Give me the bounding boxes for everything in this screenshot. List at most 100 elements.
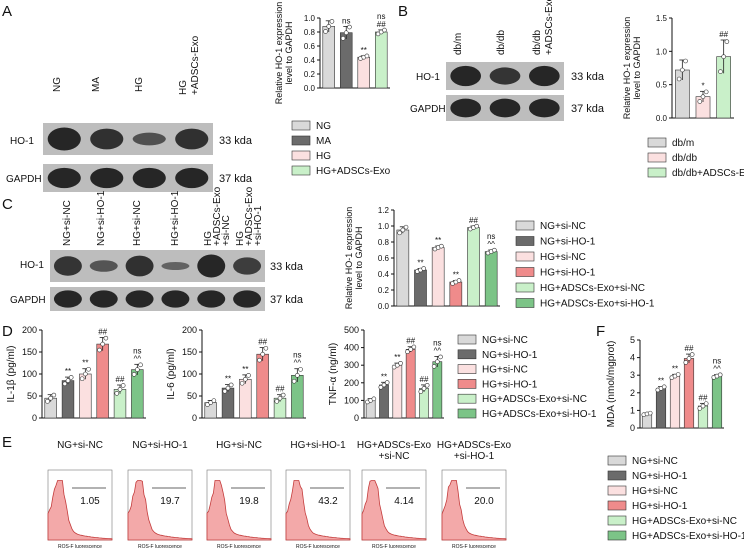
panel-c-legend-swatch xyxy=(515,251,535,262)
panel-b-lane-label: db/db xyxy=(532,30,543,55)
panel-d-legend-label: NG+si-HO-1 xyxy=(482,350,538,361)
panel-e-histogram xyxy=(441,480,507,541)
panel-c-chart-y-tick-label: 0.6 xyxy=(378,254,390,263)
panel-a-chart-data-point xyxy=(329,19,335,24)
panel-c-ho1-blot-band xyxy=(89,260,118,272)
panel-c-row-label: HO-1 xyxy=(20,260,44,271)
panel-d-chart-3-significance: ** xyxy=(381,372,387,381)
panel-d-legend-swatch xyxy=(457,364,477,374)
panel-b-lane-label: db/db xyxy=(496,30,507,55)
panel-d-chart-2-y-tick-label: 200 xyxy=(182,325,197,335)
panel-f-chart-y-label: MDA (nmol/mgprot) xyxy=(606,341,617,428)
panel-d-chart-3-y-label: TNF-α (ng/ml) xyxy=(328,343,339,405)
panel-a-chart-significance: ## xyxy=(377,20,386,29)
panel-b-chart-y-tick-label: 0.5 xyxy=(656,81,668,90)
panel-f-chart-significance: ** xyxy=(672,364,678,373)
panel-d-chart-3-y-tick-label: 200 xyxy=(344,378,359,388)
panel-b-lane-label: db/m xyxy=(453,33,464,55)
panel-a-legend-swatch xyxy=(291,135,311,146)
panel-f-chart-y-tick-label: 2 xyxy=(630,388,635,398)
panel-c-lane-label: NG+si-NC xyxy=(62,200,73,246)
panel-d-chart-1-y-label: IL-1β (pg/ml) xyxy=(6,346,17,403)
panel-c-legend-swatch xyxy=(515,236,535,246)
panel-c-gapdh-blot-band xyxy=(161,290,190,308)
panel-d-chart-1-data-point xyxy=(97,347,102,353)
panel-c-lane-label: +si-HO-1 xyxy=(253,205,264,246)
panel-c-lane-label: HG+si-HO-1 xyxy=(170,190,181,246)
panel-d-legend-label: HG+ADSCs-Exo+si-HO-1 xyxy=(482,409,597,420)
panel-c-ho1-blot-band xyxy=(125,255,154,277)
panel-b-chart-data-point xyxy=(718,69,723,74)
panel-f-legend-label: HG+ADSCs-Exo+si-NC xyxy=(632,516,737,527)
panel-d-chart-3-significance: ns xyxy=(433,338,441,347)
panel-a-chart-data-point xyxy=(364,53,370,59)
panel-e-title: +si-NC xyxy=(379,451,410,462)
panel-c-legend-label: HG+si-NC xyxy=(540,252,586,263)
panel-b-legend-label: db/db+ADSCs-Exo xyxy=(672,168,744,179)
panel-b-legend-label: db/m xyxy=(672,138,694,149)
panel-a-ho1-blot-band xyxy=(175,128,209,150)
panel-d-chart-3-bar xyxy=(379,384,389,419)
panel-c-gapdh-blot-band xyxy=(53,290,82,308)
panel-d-chart-3-y-tick-label: 100 xyxy=(344,395,359,405)
panel-b-legend-swatch xyxy=(647,152,667,163)
panel-d-chart-1-data-point xyxy=(48,395,53,401)
panel-d-chart-2-data-point xyxy=(208,400,213,405)
panel-a-gapdh-blot-band xyxy=(175,167,209,189)
panel-d-chart-2-y-tick-label: 150 xyxy=(182,347,197,357)
panel-f-legend-swatch xyxy=(607,530,627,541)
panel-c-chart-y-tick-label: 0.0 xyxy=(378,302,390,311)
panel-c-lane-label: +ADSCs-Exo xyxy=(244,186,255,246)
panel-c-size-label: 37 kda xyxy=(270,294,304,306)
panel-c-chart-significance: ns xyxy=(487,232,495,241)
panel-d-chart-1-significance: ns xyxy=(133,346,141,355)
panel-c-lane-label: HG+si-NC xyxy=(132,200,143,246)
panel-d-chart-3-significance: ## xyxy=(406,337,415,346)
panel-d-chart-2-significance: ## xyxy=(258,338,267,347)
panel-a-legend-label: NG xyxy=(316,121,331,132)
panel-d-chart-3-data-point xyxy=(435,359,440,364)
panel-a-ho1-blot-band xyxy=(47,127,81,151)
panel-d-chart-3-significance: ^^ xyxy=(434,346,442,355)
panel-d-chart-2-y-tick-label: 100 xyxy=(182,369,197,379)
panel-d-legend-swatch xyxy=(457,349,477,360)
panel-b-chart-significance: ## xyxy=(719,30,728,39)
panel-a-lane-label: MA xyxy=(91,77,102,92)
panel-d-chart-3-y-tick-label: 300 xyxy=(344,360,359,370)
panel-b-lane-label: +ADSCs-Exo xyxy=(544,0,555,55)
panel-c-chart-y-label: level to GAPDH xyxy=(354,226,364,289)
panel-e-percentage: 19.8 xyxy=(239,496,259,507)
panel-d-chart-3-data-point xyxy=(431,364,437,369)
panel-b-legend-swatch xyxy=(647,137,667,148)
panel-a-chart-bar xyxy=(374,31,388,89)
panel-b-gapdh-blot-band xyxy=(489,98,521,118)
panel-c-chart-significance: ^^ xyxy=(487,240,495,249)
panel-b-gapdh-blot-band xyxy=(450,98,482,118)
panel-c-chart-bar xyxy=(431,247,445,307)
panel-b-ho1-blot-band xyxy=(528,65,560,87)
panel-b-chart-data-point xyxy=(697,99,703,104)
panel-f-chart-y-tick-label: 3 xyxy=(630,370,635,380)
panel-d-chart-1-data-point xyxy=(117,387,123,392)
panel-c-chart-y-label: Relative HO-1 expression xyxy=(344,207,354,310)
panel-d-chart-3-significance: ** xyxy=(394,353,400,362)
panel-a-chart-y-tick-label: 0.8 xyxy=(304,28,316,37)
panel-e-title: HG+ADSCs-Exo xyxy=(357,440,432,451)
panel-d-chart-2-data-point xyxy=(228,382,234,388)
panel-a-chart-data-point xyxy=(326,24,332,29)
panel-d-chart-1-bar xyxy=(61,380,75,419)
panel-d-chart-1-data-point xyxy=(120,383,126,388)
panel-d-chart-3-data-point xyxy=(381,382,387,388)
panel-c-chart-bar xyxy=(467,227,480,307)
panel-c-legend-swatch xyxy=(515,282,535,293)
panel-c-chart-significance: ** xyxy=(435,236,441,245)
panel-a-chart-y-tick-label: 0.0 xyxy=(304,84,316,93)
panel-d-chart-1-significance: ^^ xyxy=(134,354,142,363)
panel-c-chart-data-point xyxy=(439,243,444,249)
panel-d-chart-2-data-point xyxy=(225,385,231,391)
panel-b-chart-y-tick-label: 1.5 xyxy=(656,14,668,23)
panel-d-legend-swatch xyxy=(457,408,477,419)
panel-d-chart-1-data-point xyxy=(51,392,57,398)
panel-d-chart-3-data-point xyxy=(398,360,403,366)
panel-b-row-label: HO-1 xyxy=(416,72,440,83)
